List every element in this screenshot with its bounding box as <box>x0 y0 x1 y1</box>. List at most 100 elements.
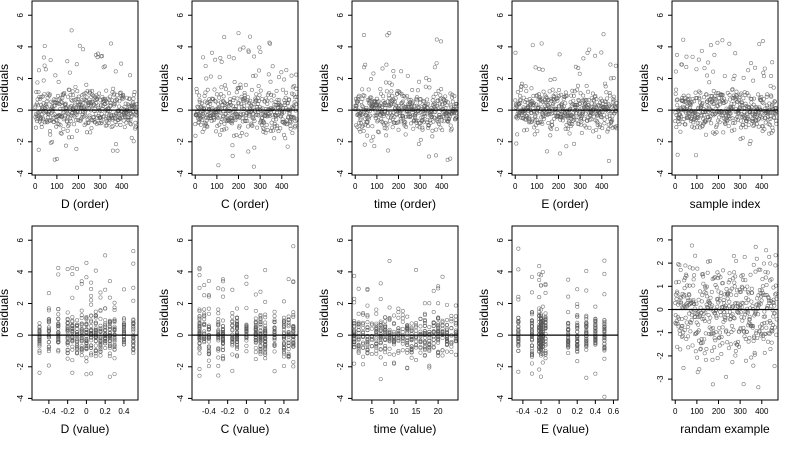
data-point <box>427 347 432 352</box>
data-point <box>102 64 107 69</box>
data-point <box>84 355 89 360</box>
data-point <box>352 336 357 341</box>
data-point <box>112 372 117 377</box>
data-point <box>232 95 237 100</box>
data-point <box>56 79 61 84</box>
data-point <box>216 346 221 351</box>
data-point <box>216 323 221 328</box>
data-point <box>728 111 733 116</box>
data-point <box>219 128 224 133</box>
data-point <box>234 107 239 112</box>
data-point <box>400 308 405 313</box>
data-point <box>59 131 64 136</box>
data-point <box>409 121 414 126</box>
data-point <box>220 318 225 323</box>
data-point <box>761 101 766 106</box>
data-point <box>705 73 710 78</box>
data-point <box>234 90 239 95</box>
data-point <box>549 122 554 127</box>
data-point <box>76 94 81 99</box>
x-tick-label: 400 <box>595 182 609 191</box>
data-point <box>766 339 771 344</box>
data-point <box>131 324 136 329</box>
data-point <box>540 67 545 72</box>
data-point <box>365 313 370 318</box>
data-point <box>694 95 699 100</box>
data-point <box>566 350 571 355</box>
data-point <box>449 103 454 108</box>
data-point <box>405 340 410 345</box>
data-point <box>769 277 774 282</box>
data-point <box>771 85 776 90</box>
data-point <box>768 347 773 352</box>
data-point <box>369 344 374 349</box>
data-point <box>519 115 524 120</box>
data-point <box>387 338 392 343</box>
data-point <box>55 93 60 98</box>
data-point <box>394 112 399 117</box>
data-point <box>602 348 607 353</box>
data-point <box>570 88 575 93</box>
data-point <box>603 81 608 86</box>
data-point <box>740 272 745 277</box>
data-point <box>91 115 96 120</box>
data-point <box>361 322 366 327</box>
data-point <box>703 331 708 336</box>
data-point <box>596 134 601 139</box>
data-point <box>740 100 745 105</box>
data-point <box>46 349 51 354</box>
data-point <box>291 342 296 347</box>
data-point <box>422 328 427 333</box>
data-point <box>44 99 49 104</box>
data-point <box>516 329 521 334</box>
data-point <box>68 118 73 123</box>
data-point <box>75 128 80 133</box>
data-point <box>252 145 257 150</box>
data-point <box>765 304 770 309</box>
data-point <box>70 327 75 332</box>
data-point <box>453 352 458 357</box>
data-point <box>750 304 755 309</box>
data-point <box>535 121 540 126</box>
data-point <box>593 53 598 58</box>
data-point <box>266 114 271 119</box>
data-point <box>540 360 545 365</box>
data-point <box>121 317 126 322</box>
data-point <box>291 359 296 364</box>
data-point <box>557 52 562 57</box>
data-point <box>586 97 591 102</box>
data-point <box>436 328 441 333</box>
data-point <box>593 317 598 322</box>
data-point <box>415 88 420 93</box>
data-point <box>695 116 700 121</box>
data-point <box>719 335 724 340</box>
data-point <box>695 355 700 360</box>
data-point <box>708 315 713 320</box>
data-point <box>725 340 730 345</box>
data-point <box>387 336 392 341</box>
data-point <box>65 325 70 330</box>
data-point <box>71 122 76 127</box>
data-point <box>47 92 52 97</box>
data-point <box>605 114 610 119</box>
data-point <box>383 350 388 355</box>
data-point <box>202 338 207 343</box>
data-point <box>723 99 728 104</box>
data-point <box>699 104 704 109</box>
data-point <box>707 300 712 305</box>
data-point <box>74 62 79 67</box>
data-point <box>98 308 103 313</box>
data-point <box>584 323 589 328</box>
data-point <box>232 80 237 85</box>
x-tick-label: 0.6 <box>608 407 620 416</box>
data-point <box>88 130 93 135</box>
data-point <box>533 123 538 128</box>
y-tick-label: -4 <box>16 169 25 177</box>
data-point <box>409 348 414 353</box>
data-point <box>387 31 392 36</box>
y-tick-label: 2 <box>16 76 25 81</box>
data-point <box>104 88 109 93</box>
data-point <box>89 351 94 356</box>
data-point <box>407 114 412 119</box>
data-point <box>563 101 568 106</box>
